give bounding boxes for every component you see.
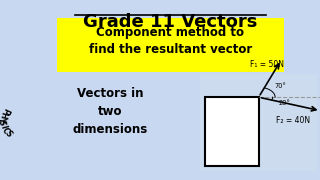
Text: Grade 11 Vectors: Grade 11 Vectors	[83, 13, 258, 31]
Text: F₁ = 50N: F₁ = 50N	[250, 60, 284, 69]
Text: H: H	[0, 110, 8, 119]
Text: P: P	[0, 106, 10, 115]
Bar	[200, 74, 317, 171]
Text: S: S	[3, 129, 13, 139]
Text: I: I	[0, 124, 7, 129]
Text: Y: Y	[0, 116, 6, 122]
Bar	[205, 97, 259, 166]
Text: F₂ = 40N: F₂ = 40N	[276, 116, 310, 125]
Text: Vectors in
two
dimensions: Vectors in two dimensions	[73, 87, 148, 136]
Text: S: S	[0, 120, 6, 126]
Text: Component method to
find the resultant vector: Component method to find the resultant v…	[89, 26, 252, 55]
Text: 20°: 20°	[278, 100, 290, 106]
Text: C: C	[0, 126, 10, 135]
Bar	[57, 18, 284, 72]
Text: 70°: 70°	[274, 83, 286, 89]
